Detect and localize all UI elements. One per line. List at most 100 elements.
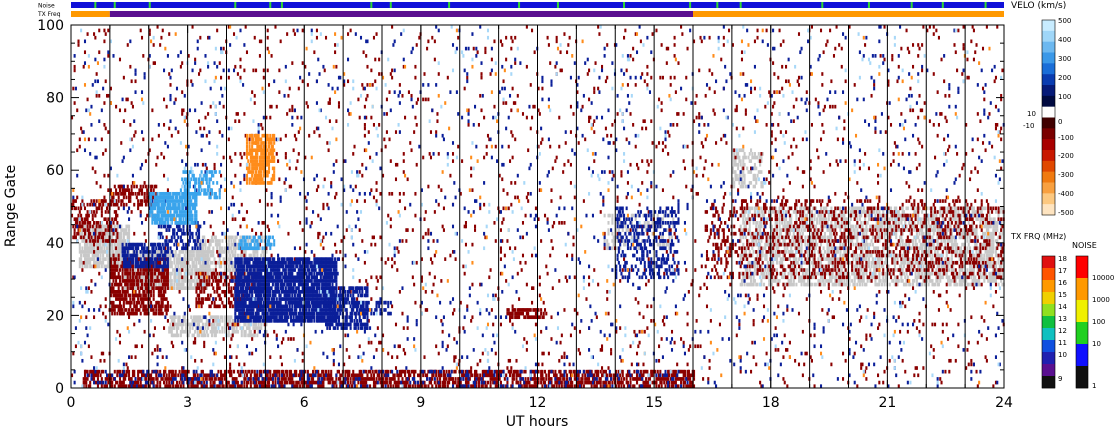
data-cell: [372, 380, 375, 385]
data-cell: [181, 326, 184, 330]
data-cell: [280, 369, 283, 374]
data-cell: [966, 282, 969, 287]
data-cell: [170, 333, 173, 338]
data-cell: [799, 246, 802, 251]
data-cell: [182, 264, 185, 269]
data-cell: [155, 250, 158, 254]
data-cell: [255, 384, 258, 388]
data-cell: [96, 228, 99, 232]
data-cell: [291, 373, 294, 378]
data-cell: [86, 377, 89, 381]
data-cell: [134, 380, 137, 385]
data-cell: [860, 260, 863, 265]
data-cell: [882, 246, 885, 251]
data-cell: [166, 377, 169, 381]
data-cell: [768, 239, 771, 243]
data-cell: [99, 373, 102, 378]
data-cell: [444, 384, 447, 388]
data-cell: [187, 369, 190, 374]
data-cell: [156, 377, 159, 381]
data-cell: [91, 373, 94, 378]
data-cell: [216, 242, 219, 247]
data-cell: [201, 377, 204, 381]
data-cell: [794, 210, 797, 214]
data-cell: [155, 384, 158, 388]
data-cell: [541, 373, 544, 378]
data-cell: [989, 271, 992, 276]
data-cell: [643, 221, 646, 225]
data-cell: [89, 369, 92, 374]
data-cell: [208, 257, 211, 261]
data-cell: [979, 210, 982, 214]
data-cell: [856, 213, 859, 218]
data-cell: [800, 246, 803, 251]
data-cell: [242, 253, 245, 258]
data-cell: [227, 329, 230, 334]
data-cell: [195, 268, 198, 272]
data-cell: [178, 286, 181, 290]
data-cell: [979, 217, 982, 222]
data-cell: [210, 235, 214, 240]
data-cell: [128, 384, 131, 388]
data-cell: [247, 235, 250, 240]
data-cell: [954, 239, 957, 243]
data-cell: [926, 250, 929, 254]
data-cell: [427, 369, 430, 374]
data-cell: [740, 170, 744, 174]
data-cell: [788, 250, 791, 254]
data-cell: [244, 235, 247, 240]
data-cell: [747, 206, 750, 211]
data-cell: [183, 275, 186, 280]
data-cell: [83, 242, 87, 247]
data-cell: [975, 235, 978, 240]
data-cell: [93, 260, 96, 265]
data-cell: [910, 246, 913, 251]
data-cell: [921, 260, 924, 265]
data-cell: [858, 206, 861, 211]
data-cell: [889, 206, 893, 211]
data-cell: [843, 253, 846, 258]
data-cell: [816, 242, 819, 247]
data-cell: [958, 228, 961, 232]
data-cell: [904, 260, 907, 265]
data-cell: [520, 377, 523, 381]
data-cell: [379, 369, 382, 374]
data-cell: [785, 231, 788, 236]
data-cell: [190, 257, 193, 261]
data-cell: [884, 231, 887, 236]
data-cell: [134, 384, 137, 388]
data-cell: [810, 282, 813, 287]
data-cell: [821, 275, 824, 280]
data-cell: [794, 271, 797, 276]
data-cell: [356, 377, 359, 381]
data-cell: [385, 377, 388, 381]
data-cell: [884, 217, 887, 222]
data-cell: [756, 155, 759, 160]
data-cell: [126, 224, 129, 229]
data-cell: [992, 260, 995, 265]
data-cell: [385, 373, 388, 378]
data-cell: [804, 239, 807, 243]
data-cell: [299, 384, 302, 388]
data-cell: [207, 271, 210, 276]
data-cell: [917, 264, 920, 269]
data-cell: [814, 224, 817, 229]
data-cell: [778, 221, 781, 225]
data-cell: [962, 253, 965, 258]
data-cell: [109, 377, 112, 381]
data-cell: [939, 279, 942, 283]
data-cell: [173, 253, 176, 258]
data-cell: [979, 253, 982, 258]
data-cell: [917, 246, 920, 251]
data-cell: [926, 224, 929, 229]
data-cell: [752, 282, 755, 287]
data-cell: [638, 246, 641, 251]
data-cell: [194, 384, 197, 388]
data-cell: [86, 253, 89, 258]
data-cell: [752, 221, 755, 225]
data-cell: [192, 264, 195, 269]
data-cell: [125, 228, 128, 232]
data-cell: [484, 369, 487, 374]
data-cell: [258, 246, 261, 251]
data-cell: [252, 380, 255, 385]
